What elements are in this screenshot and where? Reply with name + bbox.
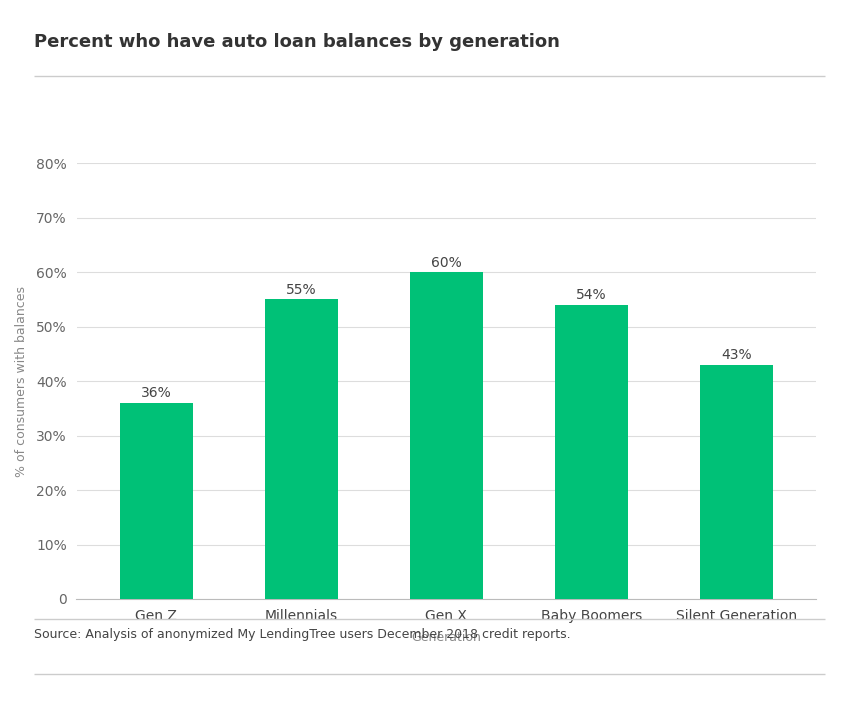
Text: 43%: 43%	[721, 348, 751, 362]
Text: Percent who have auto loan balances by generation: Percent who have auto loan balances by g…	[34, 33, 560, 51]
Bar	[555, 305, 627, 599]
X-axis label: Generation: Generation	[411, 631, 481, 644]
Bar	[265, 299, 337, 599]
Text: Source: Analysis of anonymized My LendingTree users December 2018 credit reports: Source: Analysis of anonymized My Lendin…	[34, 628, 570, 641]
Text: 60%: 60%	[431, 256, 462, 269]
Bar	[410, 272, 483, 599]
Bar	[700, 364, 773, 599]
Bar	[120, 403, 192, 599]
Y-axis label: % of consumers with balances: % of consumers with balances	[14, 285, 28, 477]
Text: 55%: 55%	[286, 282, 316, 297]
Text: 54%: 54%	[576, 288, 607, 302]
Text: 36%: 36%	[141, 386, 172, 400]
